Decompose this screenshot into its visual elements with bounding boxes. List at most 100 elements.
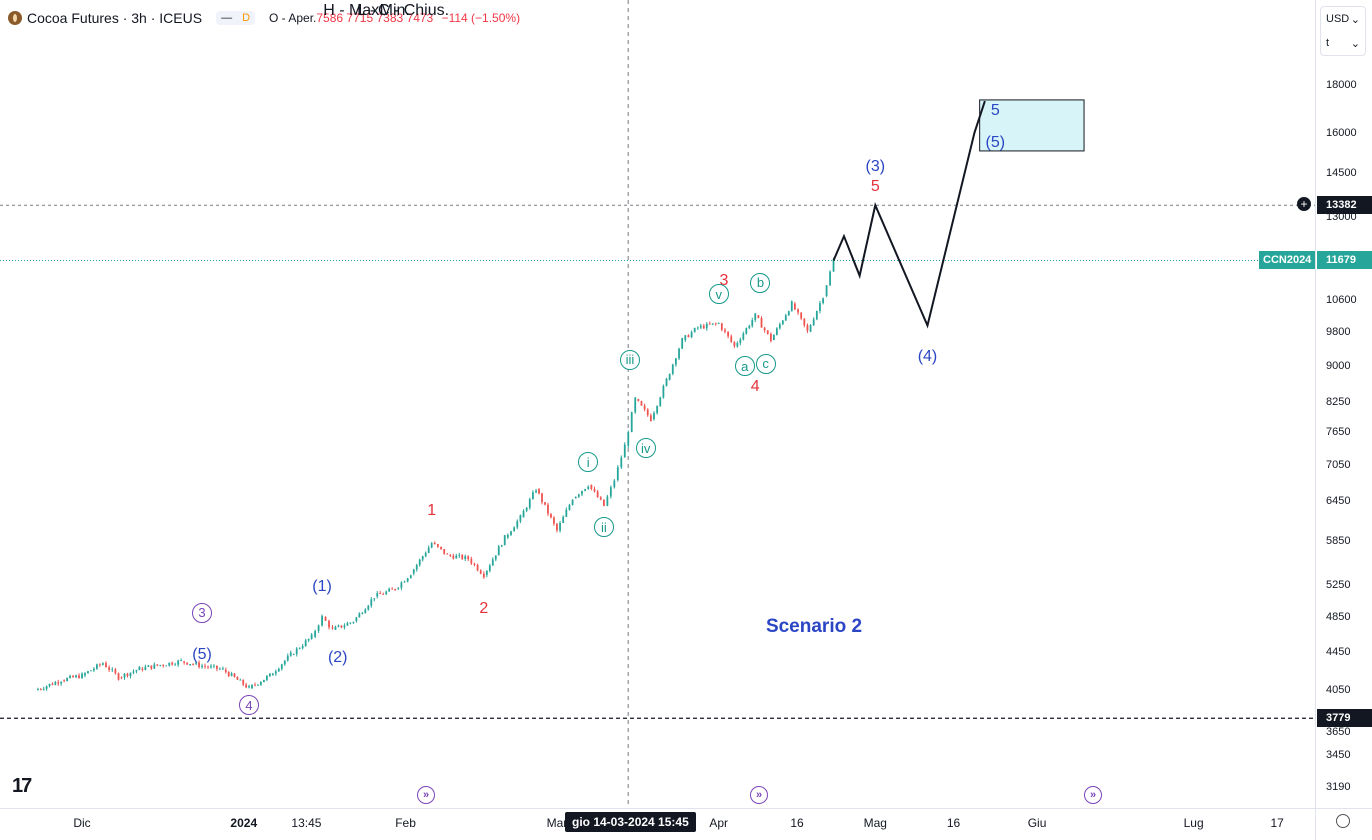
candle-body	[678, 348, 680, 359]
candle-body	[114, 669, 117, 674]
candle-body	[120, 677, 123, 679]
candle-body	[266, 676, 268, 680]
candle-body	[590, 484, 593, 489]
candle-body	[684, 335, 687, 341]
candle-body	[412, 569, 415, 574]
price-chart[interactable]	[0, 0, 1315, 808]
time-tick-label: Mag	[863, 816, 887, 830]
candle-body	[213, 665, 215, 667]
tradingview-logo-icon[interactable]: 17	[12, 775, 32, 797]
currency-label[interactable]: USD	[1326, 13, 1350, 25]
candle-body	[141, 668, 144, 670]
candle-body	[581, 490, 583, 495]
chevron-down-icon[interactable]: ⌄	[1350, 13, 1360, 26]
candle-body	[222, 668, 224, 670]
event-marker-icon[interactable]: »	[1084, 786, 1102, 804]
candle-body	[687, 335, 690, 338]
candle-body	[522, 510, 525, 518]
price-tick-label: 6450	[1326, 495, 1351, 508]
candle-body	[355, 617, 358, 622]
event-marker-icon[interactable]: »	[750, 786, 768, 804]
candle-body	[781, 320, 784, 325]
candle-body	[183, 661, 186, 663]
candle-body	[503, 535, 506, 546]
candle-body	[159, 664, 162, 666]
candle-body	[51, 683, 54, 685]
candle-body	[195, 662, 197, 665]
candle-body	[497, 546, 500, 556]
settings-gear-icon[interactable]	[1336, 814, 1350, 828]
low-value: 7383	[376, 11, 404, 25]
add-alert-plus-icon[interactable]: +	[1297, 197, 1311, 212]
candle-body	[66, 678, 68, 682]
candle-body	[488, 565, 491, 571]
candle-body	[653, 413, 655, 420]
candle-body	[500, 545, 503, 547]
candle-body	[324, 617, 327, 621]
cocoa-symbol-icon[interactable]	[8, 11, 22, 25]
candle-body	[156, 664, 159, 666]
candle-body	[132, 671, 135, 673]
time-tick-label: 16	[946, 816, 961, 830]
projection-path-line	[832, 100, 986, 329]
symbol-title[interactable]: Cocoa Futures · 3h · ICEUS	[27, 10, 203, 26]
candle-body	[310, 634, 313, 639]
candle-body	[96, 664, 98, 669]
candle-body	[544, 502, 546, 505]
candle-body	[430, 543, 433, 548]
candle-body	[815, 311, 818, 320]
pill-left[interactable]: —	[216, 11, 238, 25]
candle-body	[449, 555, 452, 556]
price-axis[interactable]: 18000 16000 14500 13000 10600 9800 9000 8250 765…	[1315, 0, 1372, 808]
candle-body	[681, 338, 684, 349]
event-marker-icon[interactable]: »	[417, 786, 435, 804]
candle-body	[189, 664, 192, 665]
currency-selector[interactable]: USD ⌄ t ⌄	[1320, 6, 1366, 56]
candle-body	[675, 358, 677, 365]
open-label: O - Aper.	[269, 11, 317, 25]
candle-body	[54, 682, 57, 685]
candle-body	[720, 323, 723, 330]
candle-body	[443, 549, 446, 554]
candle-body	[634, 397, 637, 413]
candle-body	[513, 527, 516, 532]
price-tick-label: 18000	[1326, 79, 1357, 91]
candle-body	[144, 666, 147, 670]
candle-body	[577, 494, 580, 497]
candle-body	[553, 517, 555, 524]
unit-label[interactable]: t	[1326, 37, 1330, 49]
candle-body	[201, 665, 203, 668]
candle-body	[307, 638, 310, 641]
candle-body	[370, 599, 373, 606]
candle-body	[806, 325, 809, 331]
candle-body	[257, 684, 259, 686]
candle-body	[227, 671, 230, 676]
candle-body	[421, 556, 424, 560]
candle-body	[427, 547, 430, 553]
candle-body	[280, 664, 283, 669]
candle-body	[236, 677, 239, 680]
chart-area[interactable]: 1 2 3 4 5 (1) (2) (3) (4) (5) (5) 5 i ii iii iv v a b c 3 4 C…	[0, 0, 1316, 808]
axis-corner	[1315, 808, 1372, 840]
candle-body	[452, 555, 455, 559]
candle-body	[760, 318, 763, 328]
interval-pill[interactable]: — D	[216, 11, 256, 25]
candle-body	[829, 271, 831, 286]
candle-body	[204, 665, 206, 667]
price-tick-label: 5250	[1326, 578, 1351, 591]
candle-body	[301, 646, 304, 649]
candle-body	[180, 660, 183, 661]
candle-body	[637, 399, 640, 402]
candle-body	[717, 323, 720, 324]
candle-body	[90, 670, 92, 672]
price-tick-label: 4850	[1326, 611, 1351, 624]
chevron-down-icon[interactable]: ⌄	[1350, 37, 1360, 50]
candle-body	[736, 343, 739, 347]
candle-body	[239, 679, 242, 681]
delayed-badge[interactable]: D	[237, 11, 256, 25]
candle-body	[304, 640, 307, 647]
candle-body	[207, 666, 209, 668]
candle-body	[331, 627, 334, 629]
candle-body	[343, 625, 346, 628]
candle-body	[162, 664, 165, 666]
